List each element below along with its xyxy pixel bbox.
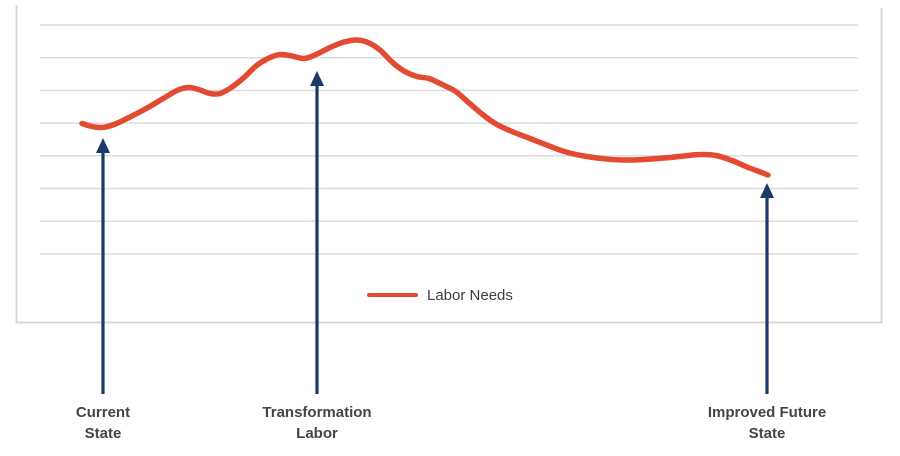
annotation-line1: Transformation — [262, 404, 372, 421]
legend-line-swatch — [367, 293, 418, 297]
annotation-arrow-head-icon — [96, 138, 110, 153]
annotation-line2: State — [84, 425, 122, 442]
annotation-arrow-head-icon — [760, 183, 774, 198]
labor-needs-line — [79, 37, 771, 178]
annotation-line1: Improved Future — [707, 404, 827, 421]
annotation-current-state: Current State — [0, 402, 213, 444]
annotation-line1: Current — [75, 404, 131, 421]
legend-label: Labor Needs — [427, 286, 513, 304]
legend: Labor Needs — [367, 285, 513, 305]
annotation-line2: State — [748, 425, 786, 442]
plot-border — [15, 5, 883, 324]
annotation-improved-future-state: Improved Future State — [657, 402, 877, 444]
annotation-line2: Labor — [296, 425, 338, 442]
annotation-arrow-head-icon — [310, 71, 324, 86]
annotation-transformation-labor: Transformation Labor — [207, 402, 427, 444]
